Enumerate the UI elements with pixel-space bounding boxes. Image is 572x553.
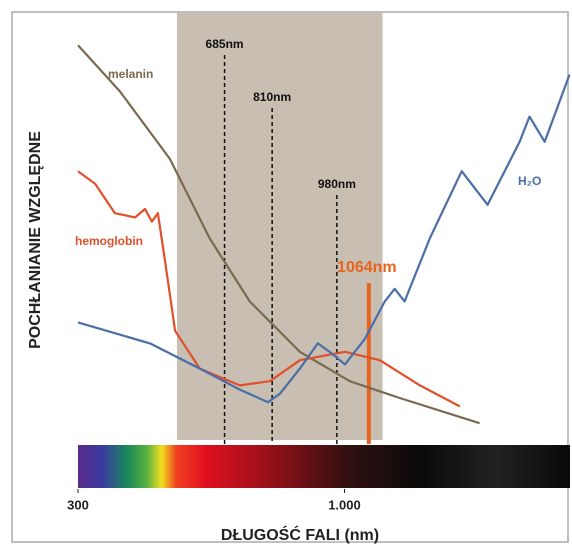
x-tick-label: 300 [67,497,89,512]
plot-area: 685nm 810nm 980nm 1064nm melanin hemoglobin H₂… [75,13,571,444]
x-tick-label: 1.000 [328,497,361,512]
y-axis-label: POCHŁANIANIE WZGLĘDNE [27,131,44,349]
marker-label: 980nm [318,177,356,191]
series-line [77,170,461,408]
series-line [77,44,480,425]
x-axis-label: DŁUGOŚĆ FALI (nm) [221,525,379,544]
marker-label: 685nm [206,37,244,51]
spectrum-bar [78,445,570,488]
series-label: melanin [108,67,153,81]
marker-label: 810nm [253,90,291,104]
series-label: H₂O [518,174,541,188]
marker-label: 1064nm [337,259,397,276]
series-label: hemoglobin [75,234,143,248]
series-line [77,74,571,404]
highlight-band [176,13,383,440]
